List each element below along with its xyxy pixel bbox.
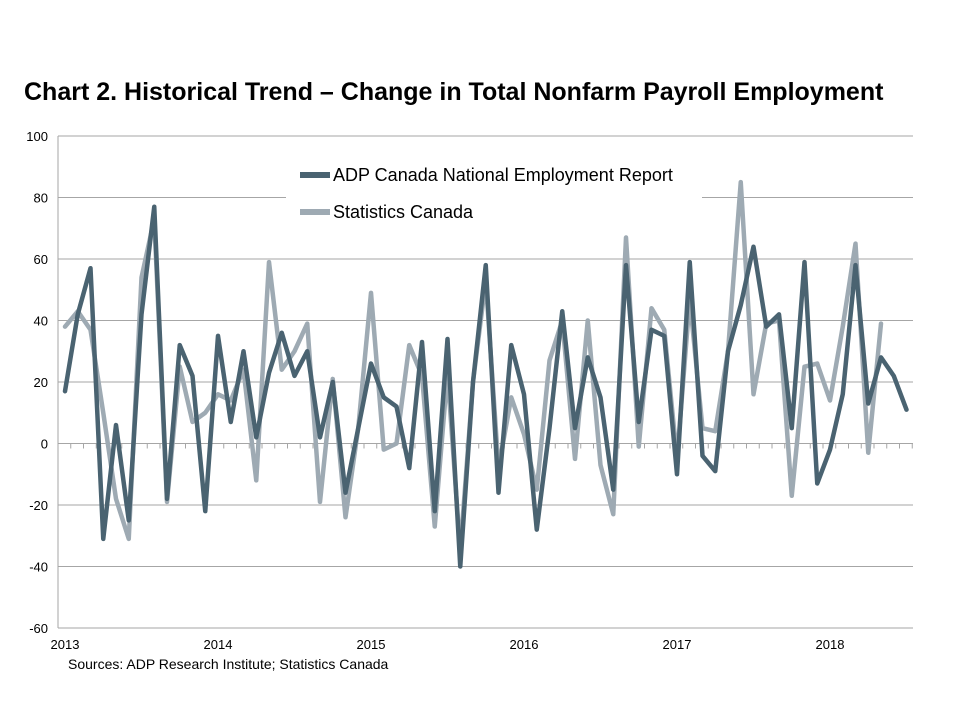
x-tick-label-2017: 2017 bbox=[663, 637, 692, 652]
x-tick-label-2018: 2018 bbox=[816, 637, 845, 652]
legend: ADP Canada National Employment Report St… bbox=[286, 158, 702, 230]
y-tick-label: -40 bbox=[29, 560, 48, 575]
x-tick-label-2016: 2016 bbox=[510, 637, 539, 652]
x-tick-label-2015: 2015 bbox=[357, 637, 386, 652]
chart-source-note: Sources: ADP Research Institute; Statist… bbox=[68, 656, 389, 672]
y-tick-label: 60 bbox=[34, 252, 48, 267]
y-tick-label: 20 bbox=[34, 375, 48, 390]
legend-label-adp: ADP Canada National Employment Report bbox=[333, 165, 673, 185]
chart-title: Chart 2. Historical Trend – Change in To… bbox=[24, 78, 884, 106]
x-tick-label-2013: 2013 bbox=[51, 637, 80, 652]
x-tick-label-2014: 2014 bbox=[204, 637, 233, 652]
y-tick-label: 80 bbox=[34, 191, 48, 206]
y-tick-label: -20 bbox=[29, 498, 48, 513]
series-lines bbox=[62, 179, 909, 569]
axes: -60 -40 -20 0 20 40 60 80 100 2013 2014 2015 2016 201… bbox=[26, 129, 913, 652]
y-tick-label: -60 bbox=[29, 621, 48, 636]
y-tick-label: 100 bbox=[26, 129, 48, 144]
y-tick-label: 40 bbox=[34, 314, 48, 329]
y-tick-label: 0 bbox=[41, 437, 48, 452]
legend-label-statcan: Statistics Canada bbox=[333, 202, 474, 222]
series-line-adp bbox=[62, 204, 909, 569]
legend-background bbox=[286, 158, 702, 230]
